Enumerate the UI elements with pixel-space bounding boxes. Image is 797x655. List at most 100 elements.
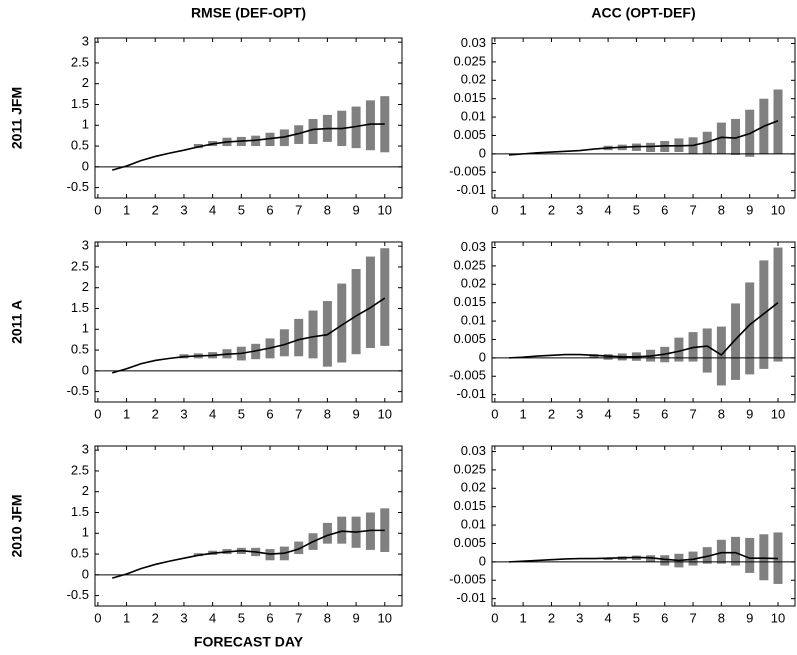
error-bar — [731, 118, 741, 155]
error-bar — [731, 536, 741, 566]
error-bar — [745, 537, 755, 573]
x-tick-label: 7 — [295, 610, 302, 625]
x-tick-label: 8 — [324, 406, 331, 421]
y-tick-label: 3 — [82, 238, 89, 253]
y-tick-label: 1.5 — [71, 300, 89, 315]
y-tick-label: 0.03 — [461, 443, 486, 458]
error-bar — [745, 282, 755, 375]
x-tick-label: 1 — [123, 610, 130, 625]
y-tick-label: 0.02 — [461, 72, 486, 87]
y-tick-label: 3 — [82, 34, 89, 49]
x-tick-label: 6 — [266, 406, 273, 421]
x-tick-label: 7 — [689, 610, 696, 625]
y-tick-label: 1 — [82, 117, 89, 132]
x-tick-label: 10 — [771, 202, 785, 217]
y-tick-label: 3 — [82, 442, 89, 457]
y-tick-label: 1.5 — [71, 96, 89, 111]
y-tick-label: 1 — [82, 525, 89, 540]
error-bar — [716, 326, 726, 386]
y-tick-label: -0.5 — [67, 179, 89, 194]
y-tick-label: 0.02 — [461, 480, 486, 495]
x-tick-label: 3 — [180, 610, 187, 625]
x-tick-label: 1 — [520, 406, 527, 421]
data-line — [508, 302, 779, 359]
x-tick-label: 4 — [604, 610, 611, 625]
y-tick-label: 0.02 — [461, 276, 486, 291]
row-label: 2010 JFM — [9, 494, 25, 557]
error-bar — [337, 283, 347, 363]
x-tick-label: 6 — [266, 202, 273, 217]
x-tick-label: 9 — [746, 406, 753, 421]
error-bar — [193, 143, 203, 149]
x-tick-label: 8 — [718, 202, 725, 217]
y-tick-label: 0.015 — [453, 90, 486, 105]
x-tick-label: 3 — [180, 406, 187, 421]
x-tick-label: 0 — [94, 202, 101, 217]
y-tick-label: -0.01 — [456, 590, 486, 605]
x-tick-label: 2 — [548, 406, 555, 421]
x-tick-label: 9 — [352, 406, 359, 421]
row-label: 2011 A — [9, 300, 25, 344]
x-tick-label: 0 — [491, 202, 498, 217]
x-tick-label: 8 — [324, 610, 331, 625]
x-tick-label: 4 — [209, 610, 216, 625]
x-tick-label: 7 — [689, 202, 696, 217]
x-tick-label: 6 — [661, 406, 668, 421]
y-tick-label: 2 — [82, 483, 89, 498]
error-bar — [731, 303, 741, 380]
error-bar — [646, 142, 656, 153]
y-tick-label: 0.015 — [453, 498, 486, 513]
y-tick-label: 0.01 — [461, 313, 486, 328]
error-bar — [702, 547, 712, 564]
y-tick-label: -0.005 — [449, 164, 486, 179]
y-tick-label: 0.01 — [461, 109, 486, 124]
x-tick-label: 0 — [491, 610, 498, 625]
column-title: RMSE (DEF-OPT) — [191, 5, 306, 21]
error-bar — [308, 310, 318, 359]
y-tick-label: 0 — [479, 553, 486, 568]
y-tick-label: 0.03 — [461, 239, 486, 254]
x-tick-label: 8 — [718, 406, 725, 421]
x-tick-label: 10 — [378, 610, 392, 625]
x-tick-label: 10 — [771, 610, 785, 625]
y-tick-label: 0.03 — [461, 35, 486, 50]
x-tick-label: 8 — [718, 610, 725, 625]
x-tick-label: 9 — [352, 610, 359, 625]
error-bar — [294, 541, 304, 555]
x-tick-label: 4 — [209, 406, 216, 421]
error-bar — [702, 328, 712, 373]
y-tick-label: 0.005 — [453, 127, 486, 142]
x-tick-label: 5 — [633, 406, 640, 421]
x-tick-label: 5 — [633, 610, 640, 625]
y-tick-label: 0 — [479, 145, 486, 160]
data-line — [508, 551, 779, 563]
y-tick-label: 0.005 — [453, 535, 486, 550]
y-tick-label: 0.5 — [71, 341, 89, 356]
x-tick-label: 9 — [746, 610, 753, 625]
x-tick-label: 5 — [238, 406, 245, 421]
x-tick-label: 5 — [238, 610, 245, 625]
column-title: ACC (OPT-DEF) — [591, 5, 695, 21]
error-bar — [365, 100, 375, 151]
x-tick-label: 10 — [771, 406, 785, 421]
row-label: 2011 JFM — [9, 87, 25, 149]
x-tick-label: 3 — [576, 610, 583, 625]
x-tick-label: 7 — [689, 406, 696, 421]
plot-frame — [94, 445, 403, 607]
x-tick-label: 9 — [352, 202, 359, 217]
error-bar — [279, 329, 289, 357]
data-line — [111, 123, 385, 171]
error-bar — [351, 106, 361, 149]
error-bar — [365, 256, 375, 348]
y-tick-label: -0.5 — [67, 587, 89, 602]
error-bar — [603, 354, 613, 360]
y-tick-label: 0 — [479, 349, 486, 364]
y-tick-label: 0.005 — [453, 331, 486, 346]
x-tick-label: 7 — [295, 406, 302, 421]
y-tick-label: 0.025 — [453, 53, 486, 68]
x-tick-label: 5 — [633, 202, 640, 217]
error-bar — [674, 337, 684, 362]
error-bar — [716, 122, 726, 154]
x-tick-label: 1 — [123, 202, 130, 217]
